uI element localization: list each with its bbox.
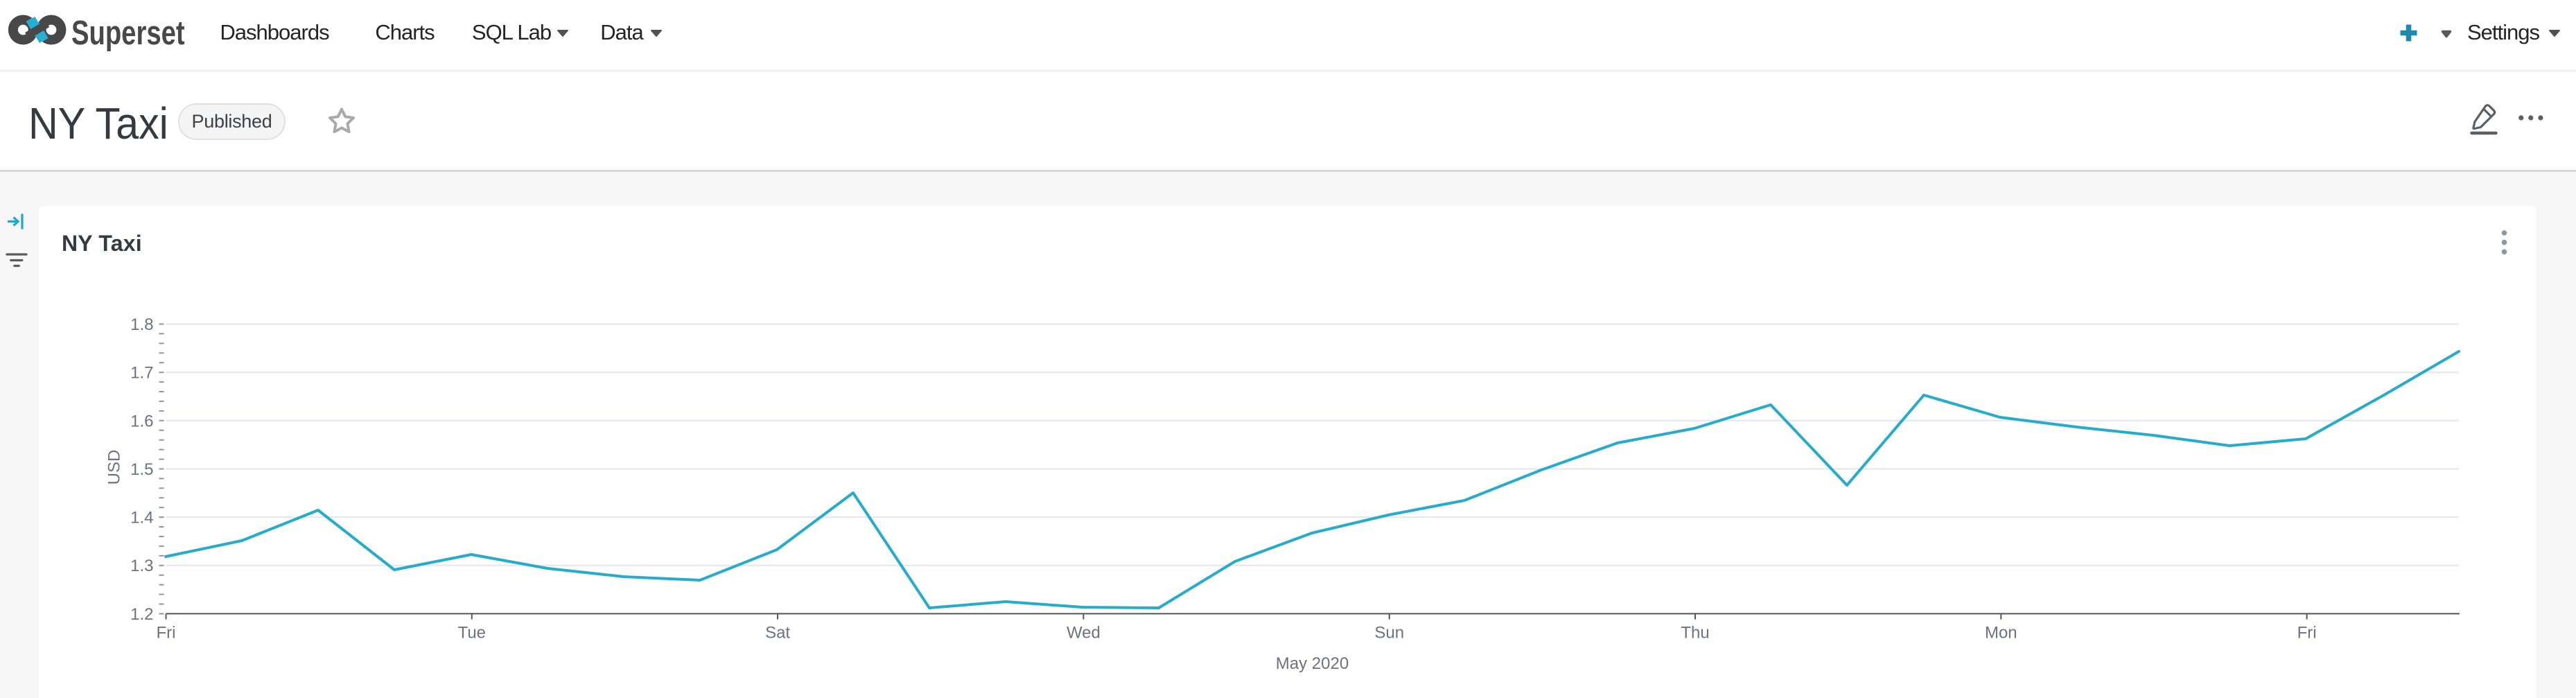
svg-text:Wed: Wed bbox=[1067, 624, 1101, 643]
svg-text:1.6: 1.6 bbox=[130, 412, 153, 430]
svg-text:Fri: Fri bbox=[157, 624, 176, 643]
svg-text:Sat: Sat bbox=[765, 624, 790, 643]
svg-text:1.7: 1.7 bbox=[130, 364, 153, 383]
svg-text:1.3: 1.3 bbox=[130, 557, 153, 575]
svg-text:Sun: Sun bbox=[1374, 624, 1404, 643]
svg-text:Fri: Fri bbox=[2297, 624, 2317, 643]
svg-text:USD: USD bbox=[105, 450, 124, 485]
svg-text:Mon: Mon bbox=[1985, 624, 2017, 643]
svg-text:1.5: 1.5 bbox=[130, 460, 153, 479]
svg-text:1.4: 1.4 bbox=[130, 509, 153, 527]
svg-text:1.8: 1.8 bbox=[130, 315, 153, 334]
svg-text:Thu: Thu bbox=[1681, 624, 1709, 643]
svg-text:1.2: 1.2 bbox=[130, 605, 153, 624]
svg-text:Tue: Tue bbox=[458, 624, 486, 643]
svg-text:May 2020: May 2020 bbox=[1276, 654, 1349, 673]
